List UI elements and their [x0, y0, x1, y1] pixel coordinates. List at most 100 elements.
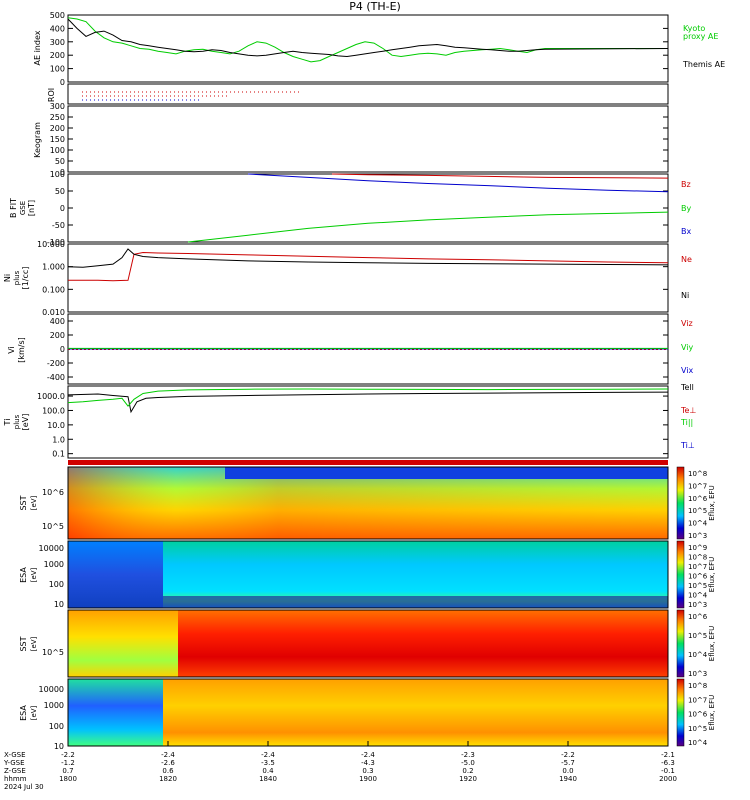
- colorbar-tick-label: 10^5: [688, 725, 707, 733]
- time-axis-row-label: hhmm: [4, 775, 27, 783]
- colorbar-tick-label: 10^7: [688, 563, 707, 571]
- temperature-legend-teperp: Te⊥: [680, 406, 696, 415]
- time-axis-value: 0.7: [62, 767, 73, 775]
- velocity-panel: -400 -200 0 200 400 Vi [km/s] Viz Viy Vix: [7, 313, 694, 385]
- colorbar-tick-label: 10^5: [688, 507, 707, 515]
- esa-i-ytick-2: 1000: [44, 701, 64, 710]
- colorbar-tick-label: 10^5: [688, 582, 707, 590]
- sst-i-ytick-1: 10^5: [42, 648, 64, 657]
- colorbar-tick-label: 10^6: [688, 573, 708, 581]
- colorbar-tick-label: 10^6: [688, 711, 708, 719]
- temperature-legend-tiperp: Ti⊥: [680, 441, 695, 450]
- y-tick-label: 150: [50, 135, 65, 144]
- esa-e-ytick-2: 1000: [44, 560, 64, 569]
- time-axis-value: -2.4: [361, 751, 375, 759]
- velocity-legend-viz: Viz: [681, 319, 693, 328]
- time-axis-value: 1840: [259, 775, 277, 783]
- colorbar-tick-label: 10^7: [688, 696, 707, 704]
- time-axis-value: 1940: [559, 775, 577, 783]
- colorbar-tick-label: 10^4: [688, 520, 708, 528]
- time-axis-value: 0.2: [462, 767, 473, 775]
- esa-i-ytick-1: 10000: [39, 685, 64, 694]
- bfield-legend-bz: Bz: [681, 180, 691, 189]
- y-tick-label: 200: [50, 331, 65, 340]
- colorbar-label: Eflux, EFU: [708, 485, 716, 520]
- colorbar-tick-label: 10^8: [688, 682, 707, 690]
- temperature-ylabel2: plus: [13, 414, 21, 429]
- esa-electron-spectrogram: ESA [eV] 10000 1000 100 10: [19, 540, 669, 609]
- colorbar-tick-label: 10^4: [688, 739, 708, 747]
- roi-ylabel: ROI: [47, 88, 56, 102]
- y-tick-label: -50: [52, 221, 65, 230]
- velocity-legend-viy: Viy: [681, 343, 694, 352]
- bfield-unit: [nT]: [27, 200, 36, 216]
- colorbar-label: Eflux, EFU: [708, 695, 716, 730]
- time-axis-value: 1820: [159, 775, 177, 783]
- ae-legend-themis: Themis AE: [682, 60, 725, 69]
- esa-e-ytick-3: 100: [49, 580, 64, 589]
- colorbar-tick-label: 10^6: [688, 495, 708, 503]
- colorbar-tick-label: 10^3: [688, 532, 707, 540]
- colorbar: [676, 540, 685, 609]
- y-tick-label: 100: [50, 170, 65, 179]
- y-tick-label: 0.010: [42, 308, 65, 317]
- time-axis-value: -2.4: [161, 751, 175, 759]
- y-tick-label: 500: [50, 11, 65, 20]
- esa-i-ylabel2: [eV]: [30, 705, 38, 720]
- temperature-legend-tipar: Ti||: [680, 418, 693, 427]
- density-line-ne: [68, 251, 669, 282]
- temperature-legend-tell: Tell: [680, 383, 694, 392]
- y-tick-label: 0: [60, 204, 65, 213]
- ae-panel: 0 100 200 300 400 500 AE index Kyoto proxy AE…: [33, 11, 725, 87]
- colorbar-label: Eflux, EFU: [708, 626, 716, 661]
- time-axis-value: -4.3: [361, 759, 375, 767]
- plot-title: P4 (TH-E): [349, 0, 401, 13]
- temperature-series: [67, 388, 669, 414]
- density-ylabel2: plus: [13, 270, 21, 285]
- keogram-panel: 0 50 100 150 200 250 300 Keogram: [33, 102, 669, 177]
- y-tick-label: 50: [55, 157, 65, 166]
- esa-e-ytick-4: 10: [54, 600, 64, 609]
- y-tick-label: 200: [50, 124, 65, 133]
- time-axis-value: 0.0: [562, 767, 573, 775]
- y-tick-label: -100: [47, 238, 65, 247]
- y-tick-label: 400: [50, 317, 65, 326]
- keogram-ylabel: Keogram: [33, 122, 42, 158]
- time-axis-value: -2.2: [561, 751, 575, 759]
- bfield-legend-by: By: [681, 204, 691, 213]
- bfield-line-bz: [331, 173, 669, 179]
- ae-y-ticks: 0 100 200 300 400 500: [50, 11, 668, 87]
- velocity-y-ticks: -400 -200 0 200 400: [47, 317, 668, 382]
- bfield-line-bx: [247, 173, 669, 193]
- y-tick-label: 0.1: [52, 450, 65, 459]
- time-axis-value: 1920: [459, 775, 477, 783]
- time-axis-row-label: Z-GSE: [4, 767, 26, 775]
- esa-e-ylabel: ESA: [19, 567, 28, 583]
- time-axis-row-label: 2024 Jul 30: [4, 783, 44, 791]
- colorbar: [676, 609, 685, 678]
- bfield-legend-bx: Bx: [681, 227, 691, 236]
- time-axis-value: -2.4: [261, 751, 275, 759]
- ae-line-themis: [67, 18, 669, 58]
- colorbar-tick-label: 10^7: [688, 482, 707, 490]
- time-axis-value: 0.6: [162, 767, 174, 775]
- y-tick-label: 100.0: [42, 406, 65, 415]
- y-tick-label: 0.100: [42, 285, 65, 294]
- temperature-y-ticks: 1000.0 100.0 10.0 1.0 0.1: [37, 392, 668, 459]
- time-axis-value: -5.0: [461, 759, 475, 767]
- bfield-y-ticks: -100 -50 0 50 100: [47, 170, 668, 247]
- ae-ylabel: AE index: [33, 30, 42, 65]
- y-tick-label: 100: [50, 146, 65, 155]
- density-ylabel: Ni: [3, 274, 12, 282]
- colorbar: [676, 466, 685, 540]
- sst-i-ylabel2: [eV]: [30, 636, 38, 651]
- velocity-series: [68, 347, 668, 351]
- y-tick-label: -200: [47, 359, 65, 368]
- ae-line-kyoto: [67, 17, 668, 63]
- density-series: [67, 248, 669, 282]
- y-tick-label: 400: [50, 24, 65, 33]
- sst-e-ylabel2: [eV]: [30, 495, 38, 510]
- status-strip: [68, 460, 668, 465]
